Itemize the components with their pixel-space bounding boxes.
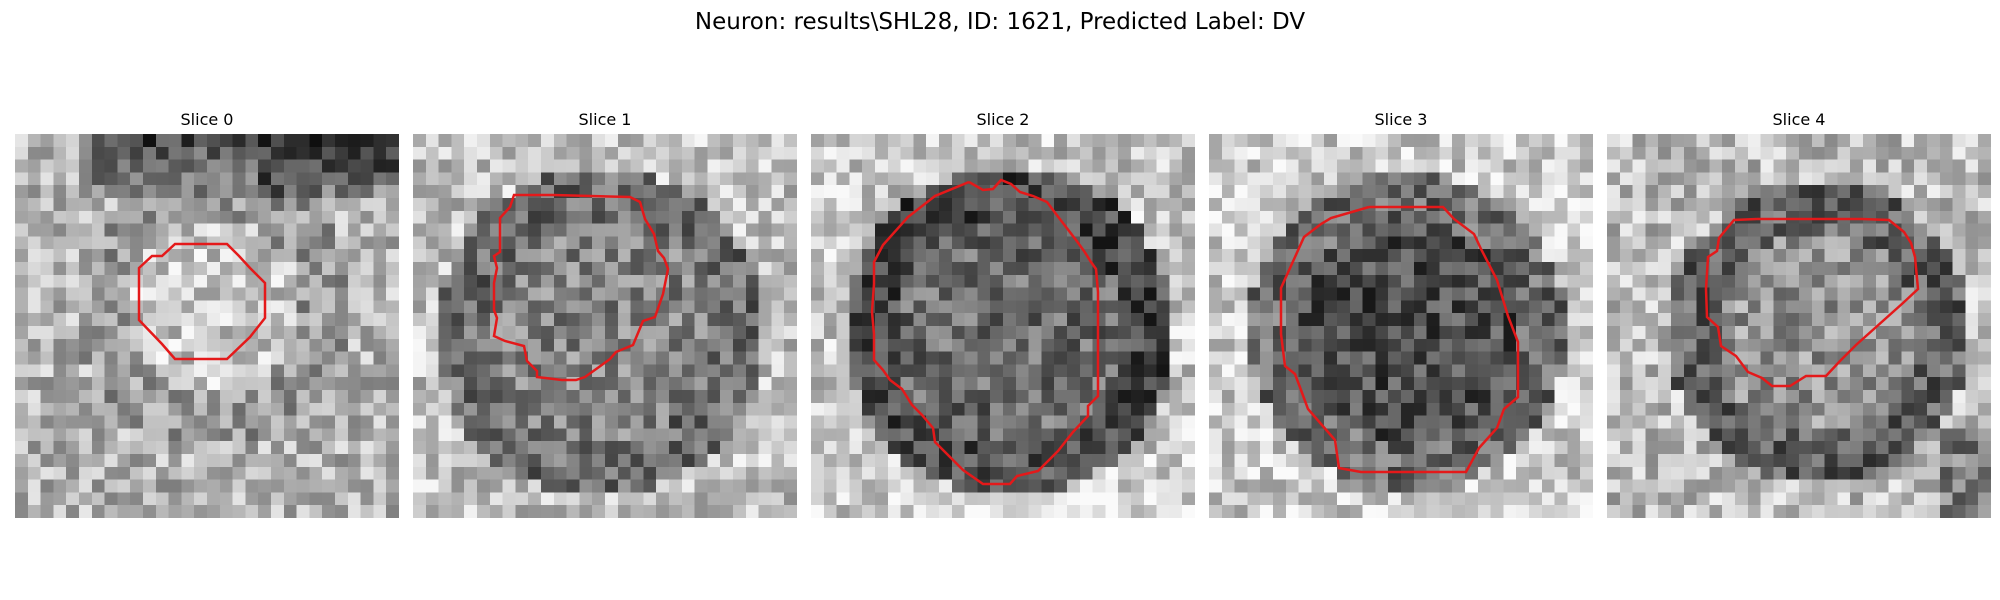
- roi-contour: [1704, 217, 1920, 388]
- neuron-roi-overlay: [492, 193, 670, 382]
- slice-image-1: [413, 134, 797, 518]
- slice-image-0: [15, 134, 399, 518]
- roi-contour: [492, 193, 670, 382]
- slice-title-2: Slice 2: [976, 110, 1030, 129]
- neuron-roi-overlay: [870, 178, 1100, 486]
- slice-panel-2: Slice 2: [811, 108, 1195, 518]
- slice-title-4: Slice 4: [1772, 110, 1826, 129]
- microscopy-image: [15, 134, 399, 518]
- figure-title: Neuron: results\SHL28, ID: 1621, Predict…: [694, 9, 1306, 35]
- slice-title-1: Slice 1: [578, 110, 632, 129]
- microscopy-image: [1209, 134, 1593, 518]
- roi-contour: [137, 242, 267, 361]
- roi-contour: [1279, 205, 1520, 474]
- slice-panel-3: Slice 3: [1209, 108, 1593, 518]
- neuron-roi-overlay: [1279, 205, 1520, 474]
- slice-title-0: Slice 0: [180, 110, 234, 129]
- microscopy-image: [1607, 134, 1991, 518]
- slice-title-3: Slice 3: [1374, 110, 1428, 129]
- roi-contour: [870, 178, 1100, 486]
- microscopy-image: [811, 134, 1195, 518]
- microscopy-image: [413, 134, 797, 518]
- slice-panel-4: Slice 4: [1607, 108, 1991, 518]
- slice-panel-1: Slice 1: [413, 108, 797, 518]
- neuron-roi-overlay: [137, 242, 267, 361]
- slice-image-2: [811, 134, 1195, 518]
- slice-image-3: [1209, 134, 1593, 518]
- slice-image-4: [1607, 134, 1991, 518]
- neuron-roi-overlay: [1704, 217, 1920, 388]
- slice-panel-0: Slice 0: [15, 108, 399, 518]
